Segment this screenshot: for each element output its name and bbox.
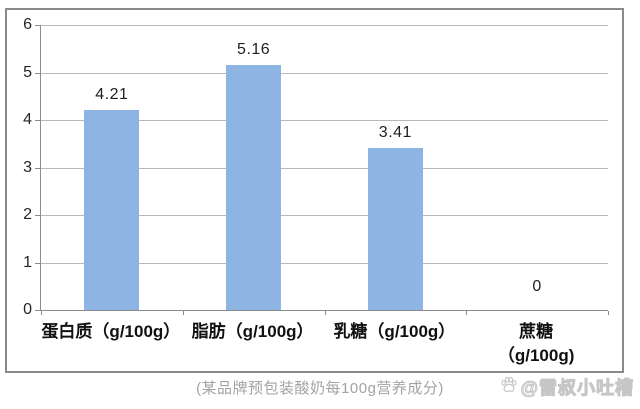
x-axis-tick <box>182 311 184 315</box>
y-axis-label: 0 <box>23 301 32 318</box>
bar-0 <box>84 110 140 310</box>
plot-area: 4.21 5.16 3.41 0 <box>35 25 609 315</box>
y-axis-tick <box>35 262 40 264</box>
gridline <box>41 120 608 121</box>
category-label-line1: 脂肪（g/100g） <box>191 322 314 341</box>
y-axis-tick <box>35 120 40 121</box>
y-axis-label: 5 <box>23 63 32 81</box>
y-axis-label: 1 <box>23 253 32 271</box>
chart-caption: (某品牌预包装酸奶每100g营养成分) <box>196 380 444 397</box>
category-label-line2: （g/100g) <box>497 346 575 365</box>
x-axis-category-label: 脂肪（g/100g） <box>182 320 324 344</box>
x-axis-category-label: 蛋白质（g/100g） <box>40 320 182 344</box>
y-axis-tick <box>35 310 40 311</box>
x-axis-category-label: 乳糖（g/100g） <box>324 320 466 344</box>
bar-value-label: 5.16 <box>237 40 271 58</box>
gridline <box>41 167 608 169</box>
y-axis-tick <box>35 215 40 216</box>
category-label-line1: 乳糖（g/100g） <box>333 322 456 341</box>
y-axis-tick <box>35 167 40 169</box>
bar-value-label: 0 <box>532 278 542 295</box>
y-axis-tick <box>35 72 40 74</box>
category-label-line1: 蛋白质（g/100g） <box>41 322 181 341</box>
gridline <box>41 262 608 264</box>
x-axis-tick <box>324 311 326 315</box>
y-axis-label: 2 <box>23 206 32 223</box>
y-axis-label: 3 <box>23 158 32 176</box>
x-axis-tick <box>41 311 42 315</box>
bar-1 <box>226 64 282 310</box>
x-axis-tick <box>608 311 609 315</box>
watermark-text: @雷叔小吐槽 <box>520 378 634 399</box>
x-axis-category-label: 蔗糖 （g/100g) <box>465 320 607 368</box>
y-axis-label: 6 <box>23 16 32 33</box>
gridline <box>41 215 608 216</box>
gridline <box>41 25 608 26</box>
gridline <box>41 72 608 74</box>
bar-value-label: 3.41 <box>378 124 412 142</box>
y-axis-label: 4 <box>23 111 32 128</box>
bar-2 <box>367 148 423 310</box>
bar-value-label: 4.21 <box>95 86 129 104</box>
watermark: @雷叔小吐槽 <box>500 374 634 400</box>
y-axis-tick <box>35 25 40 26</box>
baidu-paw-icon <box>500 376 518 399</box>
x-axis-tick <box>466 311 468 315</box>
chart-frame: 4.21 5.16 3.41 0 0 1 2 3 4 5 6 蛋白质（g/100g） 脂肪（g/10… <box>5 8 624 373</box>
category-label-line1: 蔗糖 <box>519 322 554 341</box>
